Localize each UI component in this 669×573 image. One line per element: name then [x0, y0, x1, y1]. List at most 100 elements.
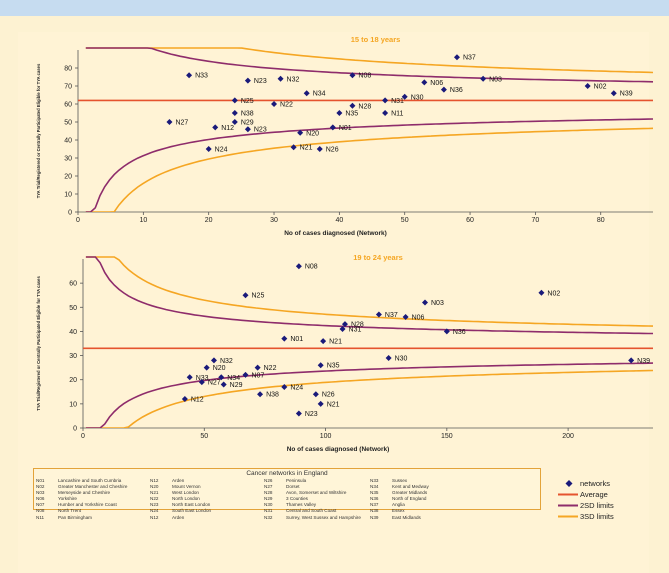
- chart2-3sd-upper-limit: [85, 256, 653, 327]
- chart2-x-tick-label: 0: [81, 433, 85, 440]
- networks-legend-title: Cancer networks in England: [246, 470, 328, 477]
- chart2-point-n32: [210, 357, 217, 364]
- network-code: N32: [264, 514, 273, 520]
- chart1-point-n30: [401, 93, 408, 100]
- chart2-point-label: N31: [349, 327, 362, 334]
- chart2-point-label: N36: [453, 329, 466, 336]
- key-average-label: Average: [580, 490, 608, 499]
- chart2-point-n12: [181, 396, 188, 403]
- chart1-point-label: N01: [339, 125, 352, 132]
- network-name: Essex: [392, 508, 405, 514]
- chart1-x-tick-label: 80: [597, 217, 605, 224]
- network-name: Humber and Yorkshire Coast: [58, 502, 117, 508]
- networks-legend-row: N06 Yorkshire N22 North London N29 3 Counties…: [36, 496, 536, 502]
- key-3sd: 3SD limits: [558, 511, 658, 522]
- chart2-title: 19 to 24 years: [353, 253, 403, 262]
- chart1-y-tick-label: 30: [64, 156, 72, 163]
- chart1-y-tick-label: 70: [64, 84, 72, 91]
- chart1-point-n26: [316, 146, 323, 152]
- network-name: Yorkshire: [58, 496, 77, 502]
- chart1-3sd-lower-limit: [85, 127, 653, 212]
- chart2-point-label: N37: [385, 312, 398, 319]
- chart2-point-n21: [317, 400, 324, 407]
- chart2-point-n25: [242, 292, 249, 299]
- chart1-point-label: N25: [241, 98, 254, 105]
- chart1-point-n28: [349, 102, 356, 109]
- network-name: Greater Manchester and Cheshire: [58, 484, 128, 490]
- network-name: South East London: [172, 508, 212, 514]
- chart1-point-label: N33: [195, 73, 208, 80]
- chart2-y-tick-label: 50: [69, 305, 77, 312]
- chart2-y-label: TYA Trial/Registered or Centrally Partic…: [36, 276, 41, 411]
- chart2-point-n01: [281, 335, 288, 342]
- chart2-point-label: N21: [329, 339, 342, 346]
- chart2-y-tick-label: 20: [69, 377, 77, 384]
- chart1-point-n34: [303, 90, 310, 97]
- chart1-x-label: No of cases diagnosed (Network): [284, 230, 387, 237]
- network-name: North of England: [392, 496, 427, 502]
- chart2-point-label: N25: [252, 293, 265, 300]
- chart2-point-n02: [538, 289, 545, 296]
- chart1-point-label: N12: [221, 125, 234, 132]
- chart1-point-n35: [336, 110, 343, 116]
- chart1-point-label: N28: [358, 103, 371, 110]
- network-code: N08: [36, 508, 45, 514]
- network-code: N33: [370, 478, 379, 483]
- chart1-point-n02: [584, 83, 591, 89]
- chart1-point-label: N23: [254, 127, 267, 134]
- chart1-point-label: N22: [280, 102, 293, 109]
- chart1-x-tick-label: 30: [270, 217, 278, 224]
- chart2-point-n21: [320, 338, 327, 345]
- key-2sd: 2SD limits: [558, 500, 658, 511]
- network-name: Merseyside and Cheshire: [58, 490, 111, 496]
- chart2-point-n31: [339, 326, 346, 333]
- chart2-point-n38: [257, 391, 264, 398]
- chart1-y-tick-label: 0: [68, 210, 72, 217]
- network-code: N12: [150, 478, 159, 483]
- network-name: Dorset: [286, 484, 300, 490]
- chart2-point-n23: [295, 410, 302, 417]
- chart2-point-label: N02: [547, 290, 560, 297]
- chart1-3sd-upper-limit: [85, 47, 653, 74]
- chart1-y-tick-label: 60: [64, 102, 72, 109]
- chart2-2sd-lower-limit: [85, 362, 653, 428]
- chart2-point-label: N32: [220, 358, 233, 365]
- chart-key: networks Average 2SD limits 3SD limits: [558, 478, 658, 522]
- chart1-point-n23: [244, 126, 251, 133]
- chart1-point-n20: [297, 129, 304, 136]
- chart2-point-label: N03: [431, 300, 444, 307]
- chart2-point-label: N01: [290, 336, 303, 343]
- chart1-point-n29: [231, 119, 238, 125]
- chart2-point-label: N26: [322, 392, 335, 399]
- network-name: 3 Counties: [286, 496, 308, 502]
- chart1-point-n39: [610, 90, 617, 97]
- chart1-x-tick-label: 60: [466, 217, 474, 224]
- network-code: N22: [150, 496, 159, 502]
- chart2-point-label: N35: [327, 363, 340, 370]
- key-networks: networks: [558, 478, 658, 489]
- network-name: Arden: [172, 514, 185, 520]
- chart2-point-n34: [218, 374, 225, 381]
- chart2-point-n26: [312, 391, 319, 398]
- network-code: N24: [150, 508, 159, 514]
- chart1-y-tick-label: 20: [64, 174, 72, 181]
- network-name: West London: [172, 490, 199, 496]
- key-average: Average: [558, 489, 658, 500]
- network-code: N07: [36, 502, 45, 508]
- chart1-point-n31: [382, 97, 389, 104]
- chart1-point-n21: [290, 144, 297, 151]
- chart1-point-n08: [349, 72, 356, 79]
- chart2-point-n39: [628, 357, 635, 364]
- chart2-point-n36: [443, 328, 450, 335]
- chart1-2sd-lower-limit: [85, 118, 653, 212]
- chart2-point-label: N34: [227, 375, 240, 382]
- networks-legend-row: N11 Pan Birmingham N12 Arden N32 Surrey, West…: [36, 515, 536, 521]
- chart2-point-n28: [341, 321, 348, 328]
- chart1-point-n03: [480, 75, 487, 82]
- top-band: [0, 0, 669, 16]
- chart1-point-label: N39: [620, 91, 633, 98]
- chart2-point-label: N23: [305, 411, 318, 418]
- chart1-point-n37: [453, 54, 460, 61]
- network-code: N20: [150, 484, 159, 490]
